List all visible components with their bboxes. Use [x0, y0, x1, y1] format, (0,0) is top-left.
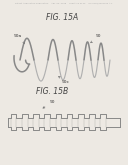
- Text: 90: 90: [43, 100, 56, 108]
- Text: FIG. 15B: FIG. 15B: [36, 87, 68, 96]
- Text: FIG. 15A: FIG. 15A: [46, 13, 78, 22]
- Text: 90: 90: [91, 34, 102, 43]
- Text: Patent Application Publication    Apr. 22, 2008    Sheet 13 of 22    US 2008/000: Patent Application Publication Apr. 22, …: [15, 2, 113, 4]
- Text: 90a: 90a: [14, 34, 24, 43]
- Text: 90c: 90c: [59, 76, 70, 84]
